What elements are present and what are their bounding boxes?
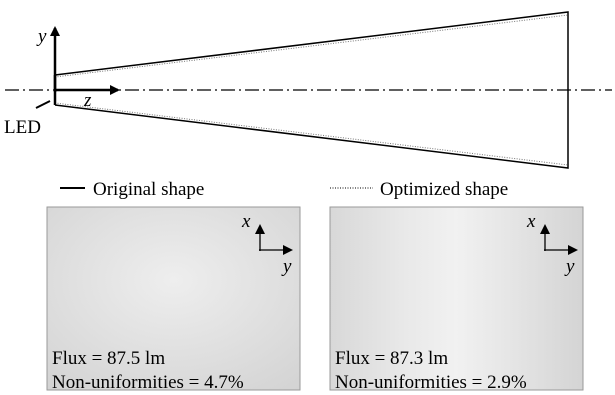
- flux-text: Flux = 87.5 lm: [52, 348, 165, 369]
- y-axis-label: y: [36, 26, 47, 47]
- panel-y-label: y: [281, 256, 292, 277]
- led-label: LED: [4, 117, 41, 138]
- panel-x-label: x: [526, 211, 536, 232]
- panel-x-label: x: [241, 211, 251, 232]
- z-axis-label: z: [83, 90, 92, 111]
- uniformity-text: Non-uniformities = 2.9%: [335, 372, 527, 393]
- figure: y z LED Original shape Optimized shape x…: [0, 0, 615, 395]
- flux-text: Flux = 87.3 lm: [335, 348, 448, 369]
- legend-label: Optimized shape: [380, 179, 508, 200]
- panel-y-label: y: [564, 256, 575, 277]
- uniformity-text: Non-uniformities = 4.7%: [52, 372, 244, 393]
- led-pointer: [36, 101, 50, 108]
- legend-label: Original shape: [93, 179, 204, 200]
